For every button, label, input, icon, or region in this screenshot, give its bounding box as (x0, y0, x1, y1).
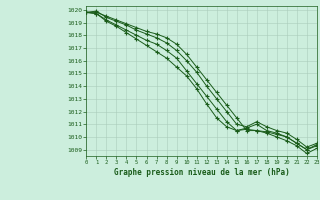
X-axis label: Graphe pression niveau de la mer (hPa): Graphe pression niveau de la mer (hPa) (114, 168, 290, 177)
